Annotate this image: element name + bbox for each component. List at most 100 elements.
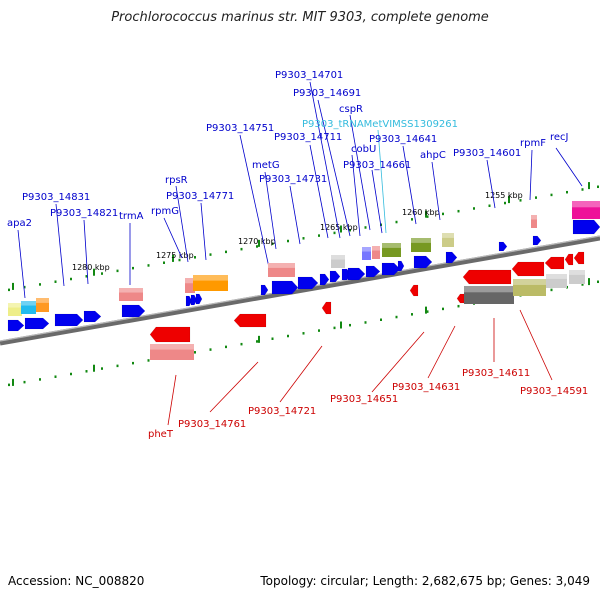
feature-box (464, 286, 514, 304)
kbp-tick-label: 1280 kbp (72, 263, 110, 272)
forward-gene-label: P9303_14751 (206, 123, 274, 134)
feature-box-shine (36, 298, 49, 303)
forward-gene-arrow (24, 317, 50, 330)
forward-label-leader (349, 114, 371, 231)
forward-gene-arrow (271, 280, 299, 295)
label-leaders (17, 81, 583, 426)
tick-dot-upper (163, 261, 165, 264)
tick-dot-upper (256, 245, 258, 248)
major-tick-lower (340, 321, 342, 329)
forward-gene-label: P9303_14731 (259, 174, 327, 185)
forward-label-leader (529, 149, 533, 201)
reverse-label-leader (519, 309, 553, 381)
feature-box (569, 270, 585, 284)
tick-dot-lower (333, 326, 336, 330)
tick-dot-upper (597, 185, 599, 189)
tick-dot-lower (256, 340, 258, 343)
feature-box-shine (372, 246, 380, 251)
tick-dot-upper (271, 242, 274, 245)
tick-dot-upper (8, 288, 10, 292)
forward-gene-label: P9303_14711 (274, 132, 342, 143)
kbp-tick-label: 1255 kbp (485, 191, 523, 200)
tick-dot-lower (271, 337, 274, 340)
reverse-label-leader (209, 361, 259, 413)
tick-dot-lower (132, 361, 134, 365)
tick-dot-upper (23, 285, 26, 289)
forward-label-leader (17, 229, 26, 299)
tick-dot-upper (550, 193, 553, 197)
rna-gene-label: P9303_tRNAMetVIMSS1309261 (302, 119, 458, 130)
feature-box-shine (531, 215, 537, 220)
reverse-gene-label: pheT (148, 429, 174, 440)
feature-box-shine (442, 233, 454, 238)
feature-box-shine (119, 288, 143, 293)
tick-labels: 1280 kbp 1275 kbp 1270 kbp 1265 kbp 1260 kbp… (72, 191, 523, 272)
feature-box (411, 238, 431, 252)
forward-label-leader (309, 81, 341, 239)
kbp-tick-label: 1275 kbp (156, 251, 194, 260)
forward-gene-label: cspR (339, 104, 363, 115)
forward-gene-arrow (83, 310, 102, 323)
tick-dot-upper (225, 250, 227, 254)
feature-box-shine (513, 279, 546, 285)
tick-dot-upper (333, 231, 336, 235)
forward-gene-arrow (260, 284, 269, 296)
accession-text: Accession: NC_008820 (8, 574, 145, 588)
reverse-gene-arrow (511, 261, 545, 277)
forward-gene-label: cobU (351, 144, 376, 155)
major-tick-lower (588, 278, 590, 286)
tick-dot-upper (116, 269, 119, 273)
forward-label-leader (371, 169, 383, 234)
forward-gene-arrow (532, 235, 542, 246)
forward-gene-label: trmA (119, 211, 144, 222)
major-tick-upper (172, 254, 174, 262)
feature-box-shine (268, 263, 295, 268)
major-tick-lower (12, 378, 14, 386)
tick-dot-upper (101, 272, 103, 275)
tick-dot-lower (240, 342, 243, 346)
feature-box (531, 215, 537, 228)
reverse-gene-label: P9303_14651 (330, 394, 398, 405)
tick-dot-upper (70, 277, 72, 281)
tick-dot-upper (287, 239, 289, 243)
forward-label-leader (83, 219, 89, 285)
forward-label-leader (200, 202, 207, 261)
tick-dot-lower (287, 334, 289, 338)
feature-box-shine (150, 344, 194, 350)
forward-gene-label: recJ (550, 132, 569, 143)
tick-dot-upper (364, 226, 367, 229)
major-tick-lower (425, 306, 427, 314)
tick-dot-lower (318, 329, 320, 332)
tick-dot-upper (535, 196, 537, 199)
gene-features (7, 201, 600, 360)
forward-gene-label: P9303_14771 (166, 191, 234, 202)
tick-dot-upper (349, 228, 351, 232)
tick-dot-lower (597, 280, 599, 284)
reverse-gene-label: P9303_14721 (248, 406, 316, 417)
forward-gene-arrow (190, 294, 198, 306)
forward-gene-label: apa2 (7, 218, 32, 229)
feature-box-shine (411, 238, 431, 243)
tick-dot-lower (302, 332, 305, 335)
forward-gene-label: P9303_14691 (293, 88, 361, 99)
forward-gene-arrow (297, 276, 319, 290)
reverse-label-leader (371, 331, 425, 393)
tick-dot-upper (457, 209, 460, 213)
feature-box (36, 298, 49, 312)
tick-dot-lower (70, 372, 72, 376)
tick-dot-upper (240, 247, 243, 251)
tick-dot-lower (209, 348, 212, 351)
tick-dot-upper (519, 199, 522, 202)
forward-label-leader (163, 217, 183, 259)
tick-dot-lower (581, 283, 584, 286)
tick-dot-upper (147, 264, 150, 267)
forward-label-leader (175, 185, 189, 263)
reverse-gene-label: P9303_14591 (520, 386, 588, 397)
forward-label-leader (239, 134, 271, 273)
forward-gene-arrow (319, 273, 330, 286)
reverse-gene-arrow (456, 293, 465, 304)
tick-dot-upper (488, 204, 491, 208)
reverse-gene-arrow (573, 251, 585, 265)
feature-box (372, 246, 380, 259)
feature-box-shine (193, 275, 228, 281)
